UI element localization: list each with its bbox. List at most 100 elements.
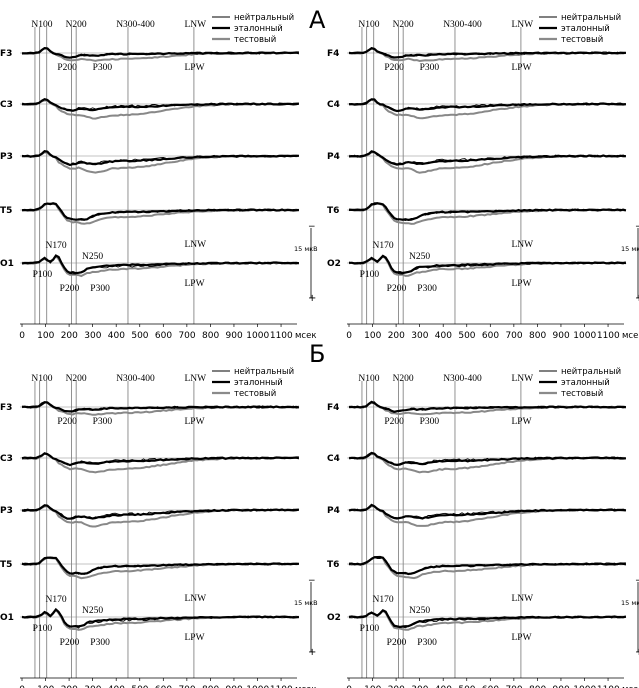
x-tick-label: 400 [435, 685, 452, 688]
channel-label: C4 [327, 454, 340, 464]
x-tick-label: 200 [388, 685, 405, 688]
channel-label: C3 [0, 100, 13, 110]
x-tick-label: 1000 [573, 685, 596, 688]
legend-label: эталонный [561, 378, 610, 388]
series-line-neutral [348, 556, 626, 575]
component-label-lpw-occipital: LPW [511, 279, 531, 289]
series-line-neutral [348, 255, 627, 275]
x-tick-label: 0 [19, 685, 25, 688]
x-tick-label: 900 [553, 685, 570, 688]
channel-label: T5 [0, 206, 12, 216]
channel-label: P3 [0, 506, 13, 516]
channel-label: C3 [0, 454, 13, 464]
series-line-neutral [21, 402, 299, 412]
series-line-neutral [21, 47, 300, 59]
x-tick-label: 700 [505, 685, 522, 688]
scale-label: 15 мкВ [621, 599, 639, 607]
series-line-reference [348, 503, 627, 520]
x-tick-label: 500 [458, 685, 475, 688]
component-label-n300-400: N300-400 [116, 374, 155, 384]
x-tick-label: 100 [364, 331, 381, 341]
x-axis-unit: мсек [295, 331, 316, 341]
series-line-neutral [348, 98, 626, 112]
component-label-n250: N250 [82, 252, 103, 262]
x-tick-label: 700 [178, 685, 195, 688]
component-label-lnw-occipital: LNW [511, 594, 533, 604]
channel-label: F3 [0, 403, 12, 413]
legend-label: эталонный [561, 24, 610, 34]
series-line-neutral [348, 504, 627, 520]
channel-label: P4 [327, 506, 340, 516]
series-line-reference [348, 608, 627, 629]
legend-label: нейтральный [561, 367, 621, 377]
legend-label: нейтральный [234, 367, 294, 377]
channel-label: F4 [327, 49, 339, 59]
x-axis-unit: мсек [622, 331, 639, 341]
component-label-p300: P300 [420, 417, 440, 427]
panel-label-a: А [309, 6, 326, 34]
x-tick-label: 300 [411, 331, 428, 341]
scale-label: 15 мкВ [621, 245, 639, 253]
x-tick-label: 800 [202, 331, 219, 341]
erp-panel-A-right: F4 C4 P4 T6 O2 N100 N200 N300-400 LNW P200 P300 LPW… [327, 13, 639, 341]
component-label-n100: N100 [31, 20, 52, 30]
component-label-p200: P200 [57, 417, 77, 427]
series-line-neutral [21, 150, 300, 166]
series-line-reference [21, 254, 300, 275]
series-line-neutral [21, 608, 299, 629]
scale-minus-sign: − [635, 222, 639, 232]
x-tick-label: 300 [84, 331, 101, 341]
channel-label: F4 [327, 403, 339, 413]
component-label-n300-400: N300-400 [443, 374, 482, 384]
x-tick-label: 1100 [597, 685, 620, 688]
scale-label: 15 мкВ [294, 245, 318, 253]
x-tick-label: 900 [226, 685, 243, 688]
component-label-lpw-occipital: LPW [511, 633, 531, 643]
component-label-n300-400: N300-400 [443, 20, 482, 30]
component-label-p100: P100 [33, 270, 53, 280]
component-label-n300-400: N300-400 [116, 20, 155, 30]
component-label-lnw-occipital: LNW [511, 240, 533, 250]
x-tick-label: 600 [155, 331, 172, 341]
x-tick-label: 400 [435, 331, 452, 341]
x-tick-label: 700 [505, 331, 522, 341]
series-line-neutral [21, 505, 299, 519]
channel-label: P4 [327, 152, 340, 162]
series-line-neutral [349, 452, 626, 466]
erp-panel-A-left: F3 C3 P3 T5 O1 N100 N200 N300-400 LNW P200 P300 LPW… [0, 13, 318, 341]
scale-minus-sign: − [635, 576, 639, 586]
x-tick-label: 1000 [573, 331, 596, 341]
x-tick-label: 100 [364, 685, 381, 688]
x-tick-label: 1100 [597, 331, 620, 341]
component-label-n250: N250 [82, 606, 103, 616]
x-tick-label: 500 [131, 685, 148, 688]
x-tick-label: 100 [37, 685, 54, 688]
x-tick-label: 600 [482, 331, 499, 341]
x-tick-label: 300 [411, 685, 428, 688]
series-line-neutral [21, 99, 299, 111]
x-tick-label: 1000 [246, 331, 269, 341]
channel-label: T6 [327, 560, 339, 570]
scale-label: 15 мкВ [294, 599, 318, 607]
series-line-neutral [348, 202, 626, 221]
x-tick-label: 900 [553, 331, 570, 341]
component-label-n200: N200 [393, 20, 414, 30]
x-tick-label: 300 [84, 685, 101, 688]
component-label-n170: N170 [46, 241, 67, 251]
x-tick-label: 400 [108, 331, 125, 341]
erp-panel-B-right: F4 C4 P4 T6 O2 N100 N200 N300-400 LNW P200 P300 LPW… [327, 367, 639, 688]
component-label-lnw: LNW [511, 20, 533, 30]
series-line-neutral [348, 48, 627, 58]
component-label-n200: N200 [393, 374, 414, 384]
component-label-n100: N100 [358, 20, 379, 30]
x-tick-label: 800 [529, 685, 546, 688]
x-tick-label: 800 [202, 685, 219, 688]
erp-panel-B-left: F3 C3 P3 T5 O1 N100 N200 N300-400 LNW P200 P300 LPW… [0, 367, 318, 688]
channel-label: P3 [0, 152, 13, 162]
scale-plus-sign: + [308, 647, 316, 658]
scale-minus-sign: − [308, 576, 316, 586]
x-tick-label: 0 [19, 331, 25, 341]
x-tick-label: 100 [37, 331, 54, 341]
x-tick-label: 200 [61, 685, 78, 688]
component-label-lnw-occipital: LNW [184, 240, 206, 250]
